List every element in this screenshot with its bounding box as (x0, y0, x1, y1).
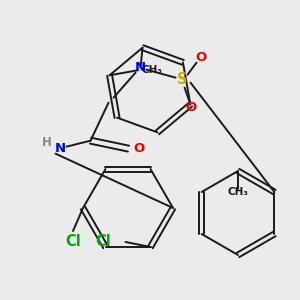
Text: H: H (42, 136, 52, 149)
Text: O: O (195, 51, 206, 64)
Text: Cl: Cl (65, 235, 81, 250)
Text: O: O (133, 142, 144, 155)
Text: Cl: Cl (95, 235, 110, 250)
Text: S: S (177, 72, 188, 87)
Text: N: N (55, 142, 66, 155)
Text: CH₃: CH₃ (227, 187, 248, 197)
Text: O: O (185, 101, 196, 114)
Text: CH₃: CH₃ (142, 65, 163, 75)
Text: N: N (135, 61, 146, 74)
